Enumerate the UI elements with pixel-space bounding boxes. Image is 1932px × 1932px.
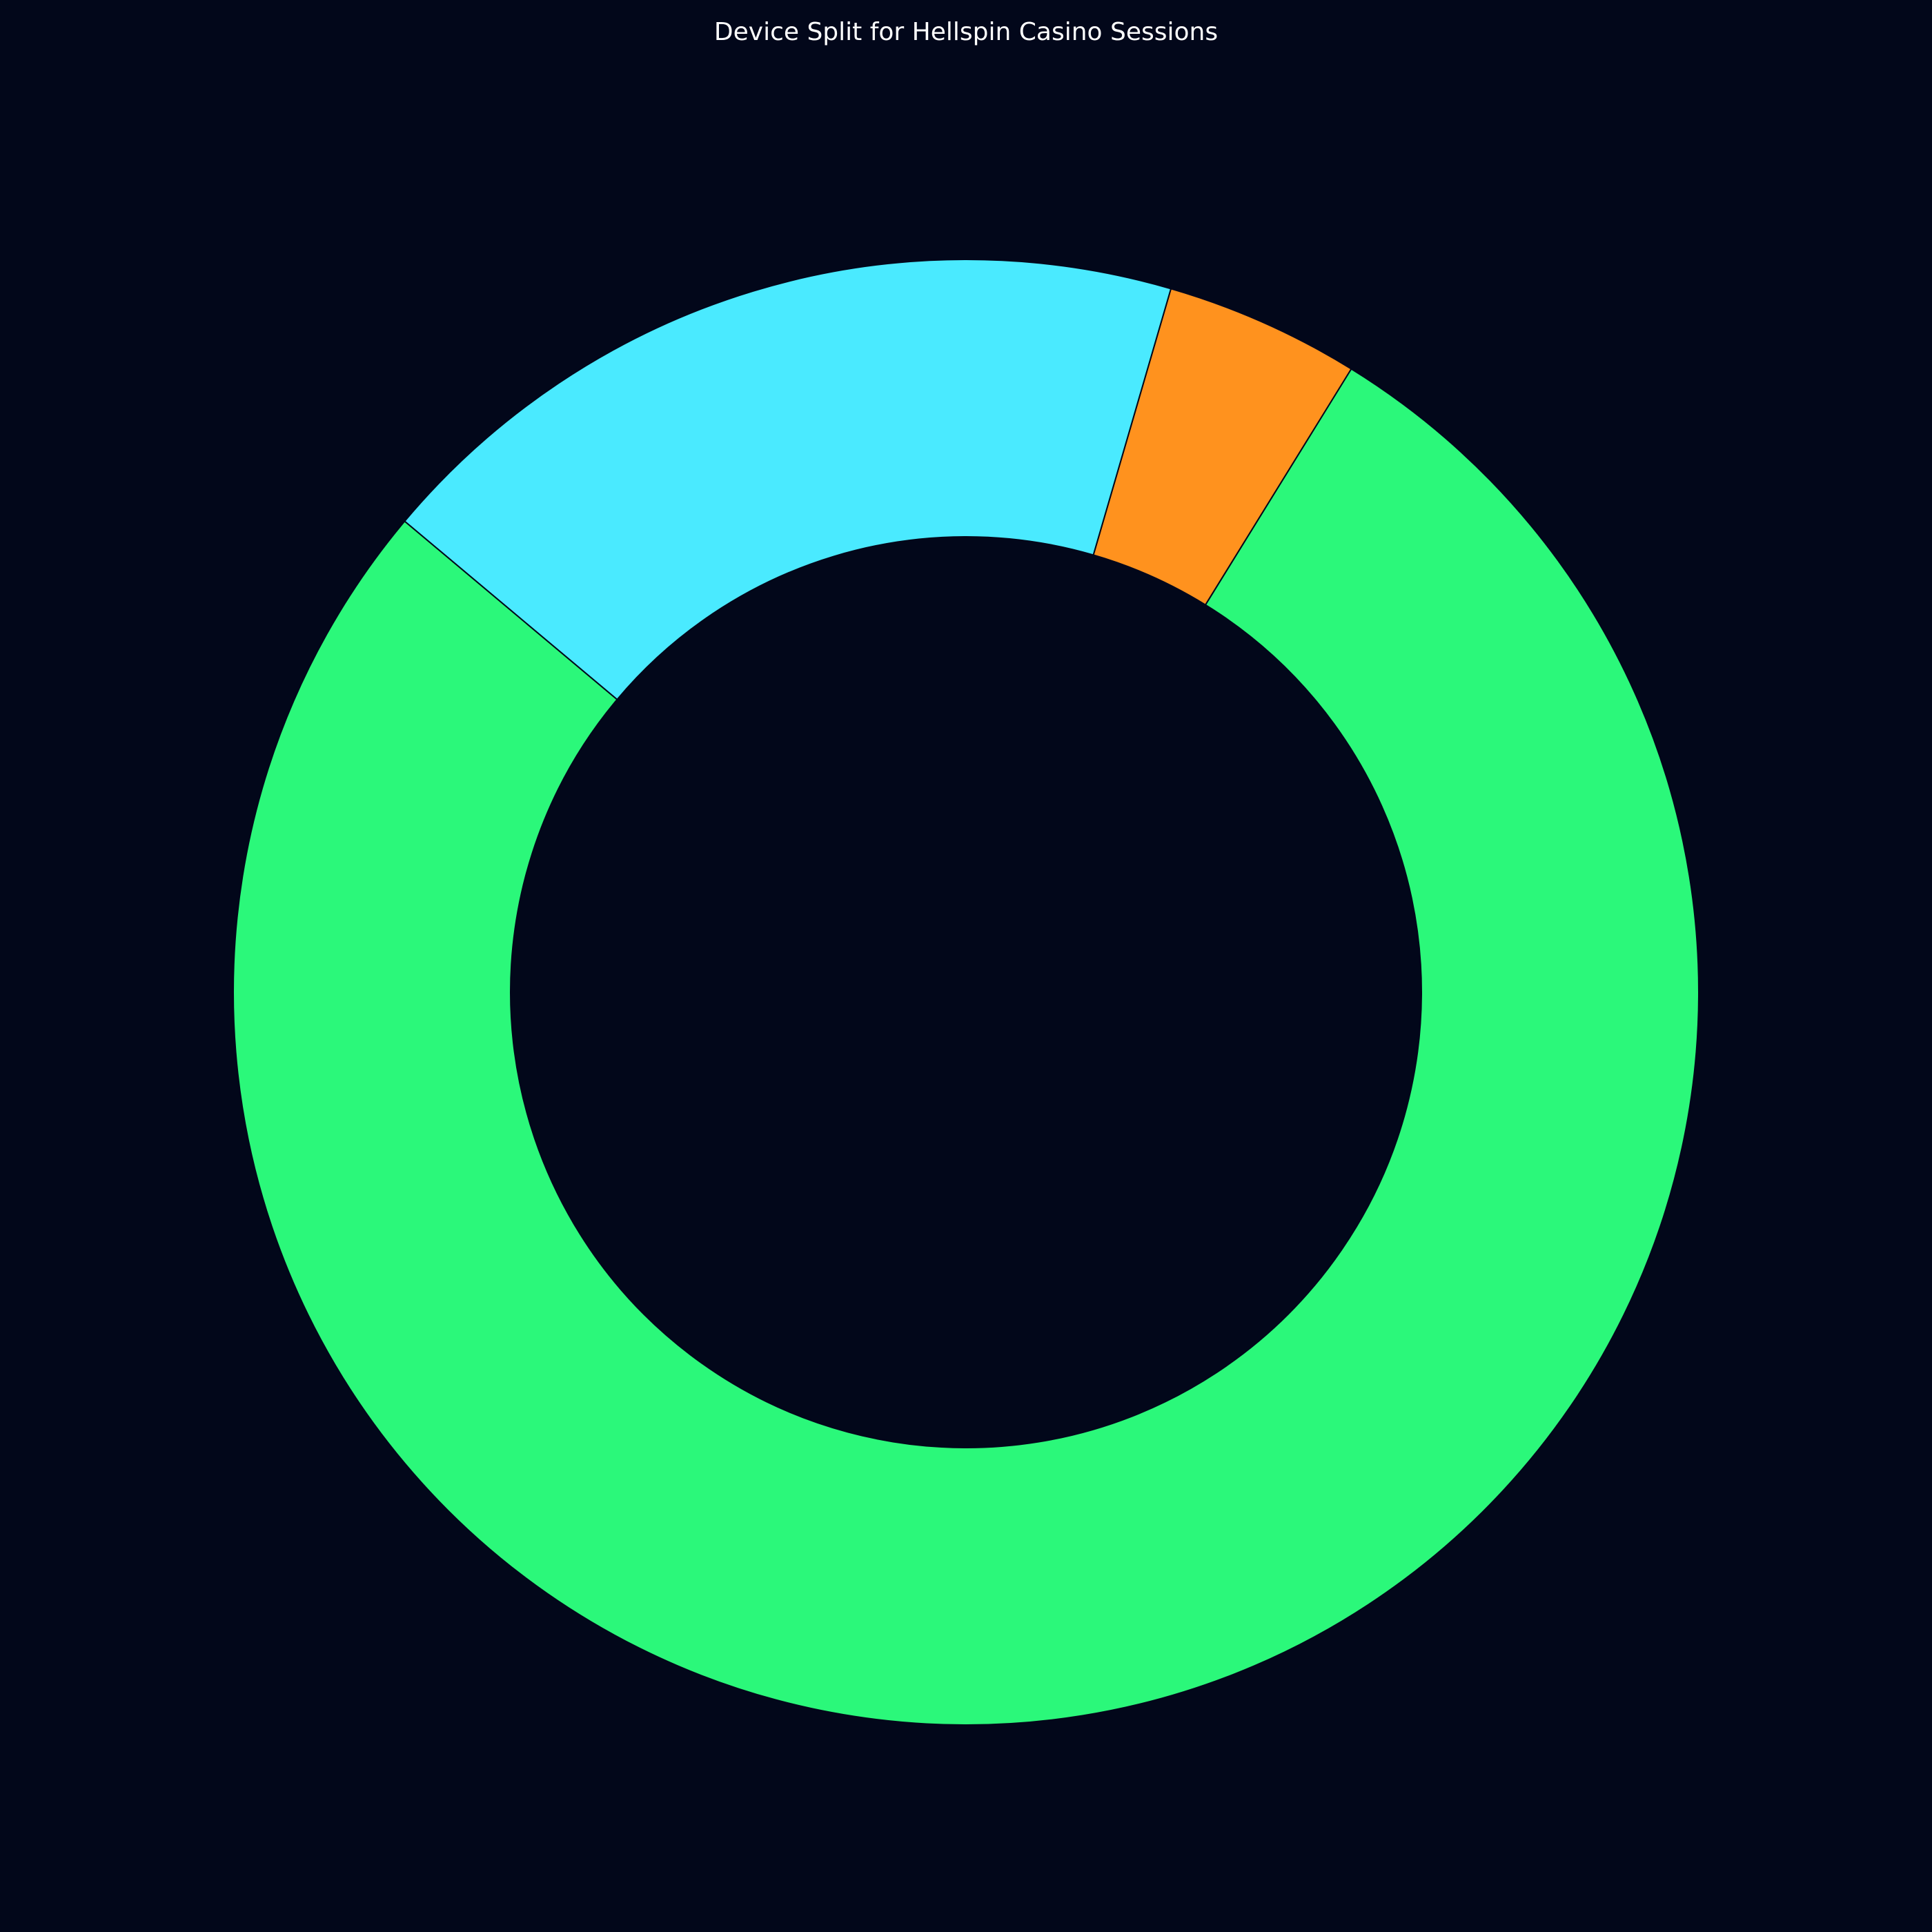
chart-title: Device Split for Hellspin Casino Session… <box>713 18 1219 46</box>
donut-slice-1 <box>233 368 1699 1726</box>
donut-slice-3 <box>404 259 1172 701</box>
